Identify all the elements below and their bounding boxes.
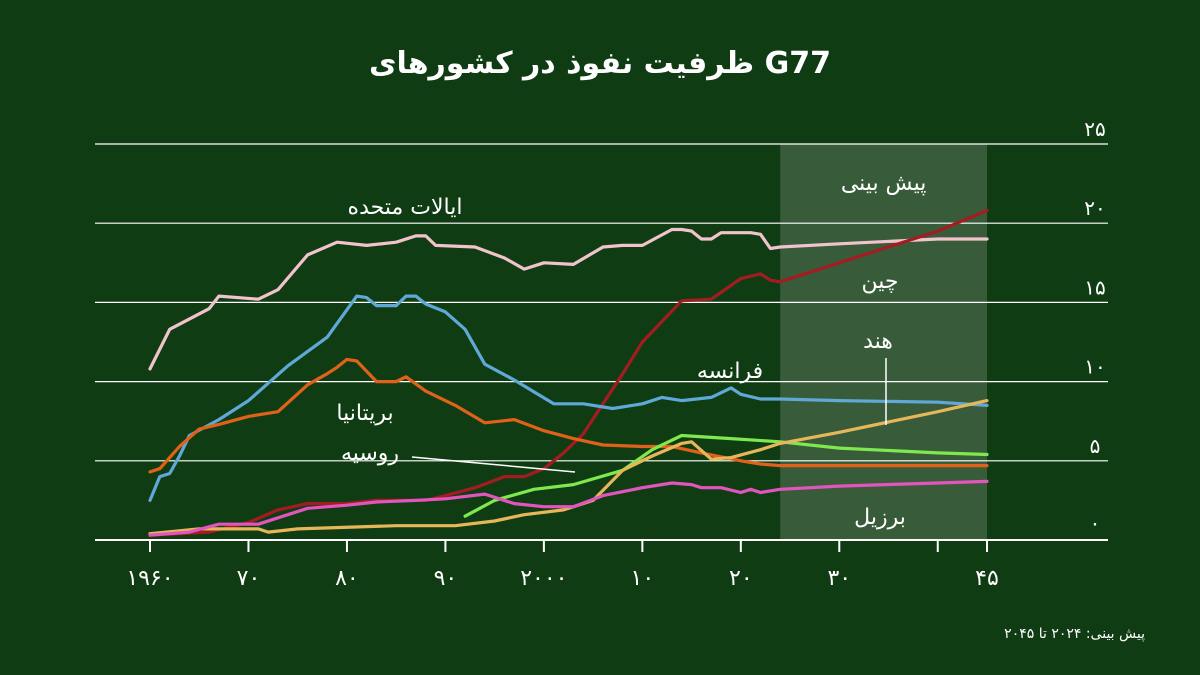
series-label: چین bbox=[862, 269, 899, 294]
series-label: ایالات متحده bbox=[348, 195, 463, 220]
x-tick-label: ۸۰ bbox=[335, 566, 359, 591]
forecast-label: پیش بینی bbox=[841, 171, 927, 196]
forecast-band bbox=[780, 144, 987, 540]
series-line-6 bbox=[148, 479, 989, 537]
y-tick-label: ۵ bbox=[1090, 434, 1101, 458]
chart-title: ظرفیت نفوذ در کشورهای G77 bbox=[368, 46, 832, 81]
y-tick-label: ۲۵ bbox=[1084, 117, 1105, 141]
series-line-5 bbox=[148, 399, 989, 536]
x-tick-label: ۷۰ bbox=[237, 566, 261, 591]
footnote: پیش بینی: ۲۰۲۴ تا ۲۰۴۵ bbox=[1004, 626, 1145, 642]
series-line-2 bbox=[148, 294, 989, 502]
x-tick-label: ۲۰۰۰ bbox=[520, 566, 567, 591]
series-line-3 bbox=[148, 357, 989, 474]
x-tick-label: ۲۰ bbox=[729, 566, 753, 591]
x-tick-label: ۹۰ bbox=[434, 566, 458, 591]
x-tick-label: ۳۰ bbox=[827, 566, 851, 591]
y-tick-label: ۱۵ bbox=[1084, 275, 1105, 299]
series-label: بریتانیا bbox=[336, 401, 393, 426]
y-tick-label: ۲۰ bbox=[1084, 196, 1105, 220]
series-label: برزیل bbox=[854, 505, 906, 530]
y-tick-label: ۱۰ bbox=[1084, 355, 1105, 379]
series-label: فرانسه bbox=[697, 359, 763, 384]
series-line-1 bbox=[148, 208, 989, 537]
series-line-0 bbox=[148, 227, 989, 371]
x-tick-label: ۱۹۶۰ bbox=[126, 566, 173, 591]
y-tick-label: ۰ bbox=[1090, 511, 1101, 535]
series-line-4 bbox=[463, 433, 989, 518]
series-label: روسیه bbox=[341, 441, 399, 466]
x-tick-label: ۱۰ bbox=[631, 566, 655, 591]
label-leader bbox=[411, 456, 576, 473]
series-label: هند bbox=[863, 329, 893, 354]
x-tick-label: ۴۵ bbox=[975, 566, 999, 591]
